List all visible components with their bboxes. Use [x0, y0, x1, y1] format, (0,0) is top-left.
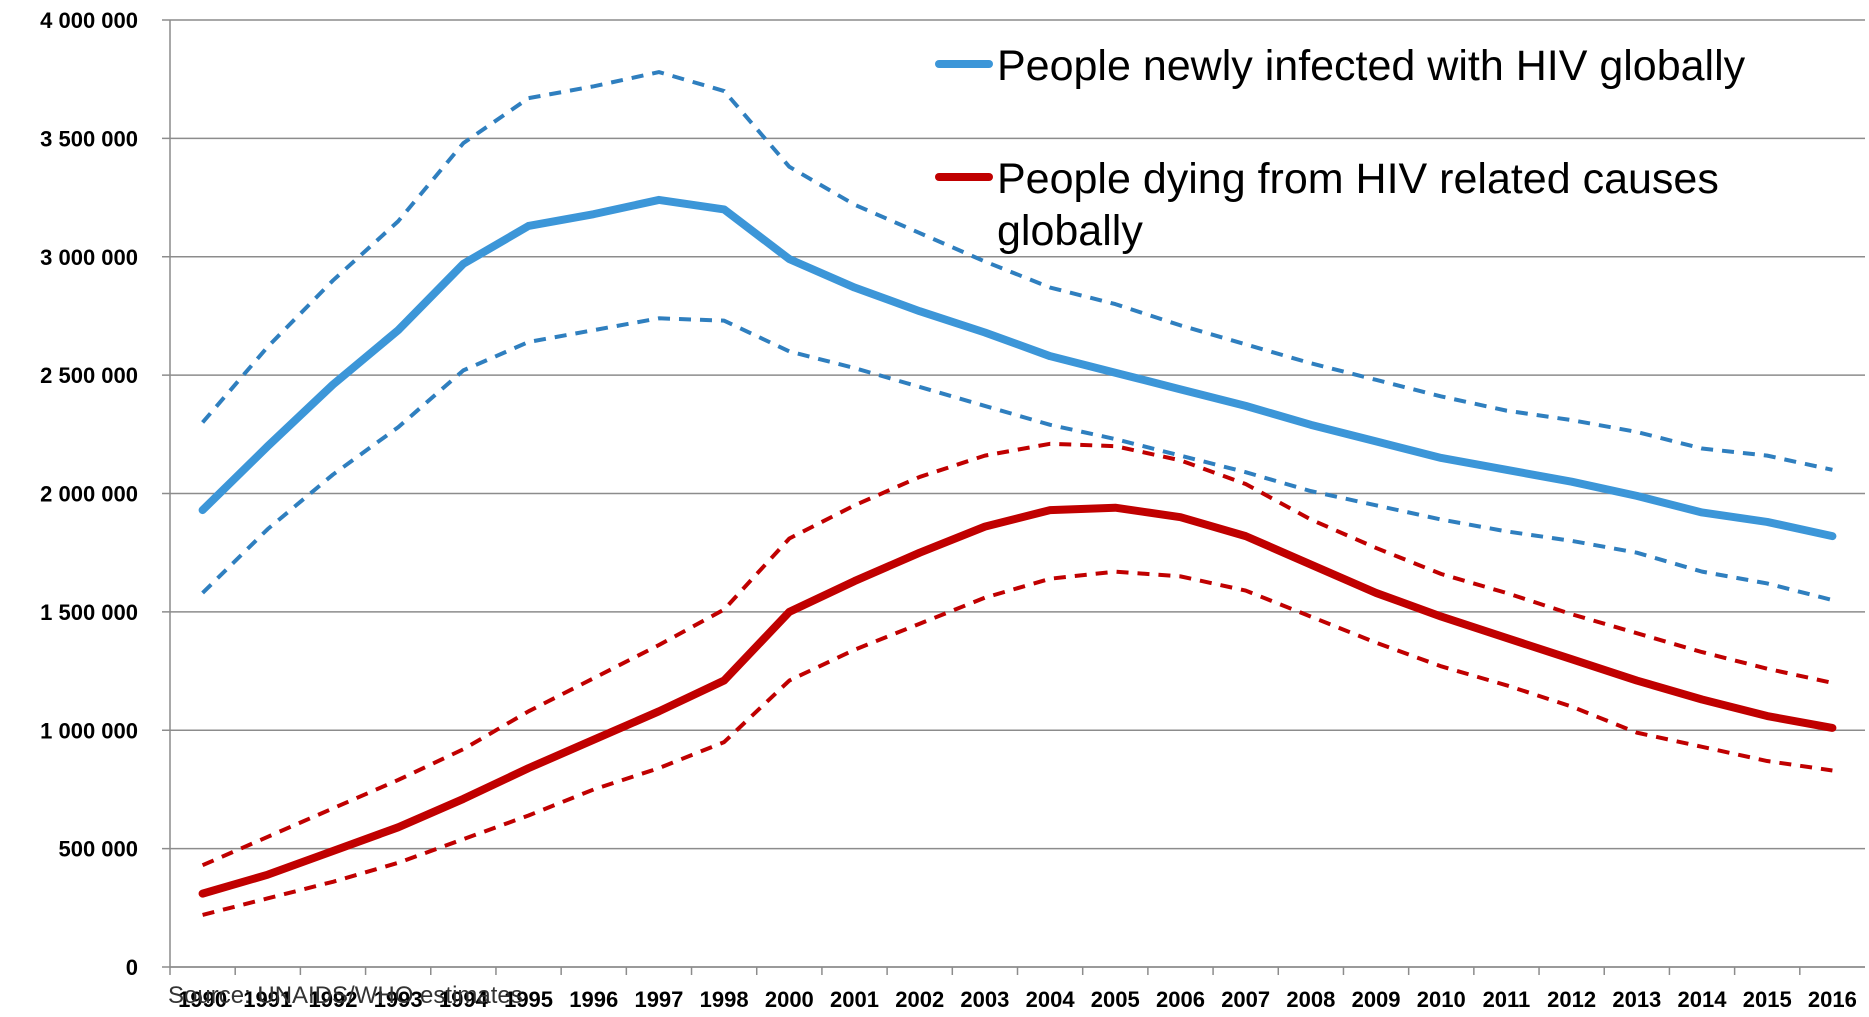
y-tick-label: 3 000 000: [40, 245, 138, 270]
page: 0 500 000 1 000 000 1 500 000 2 000 000 2 500…: [0, 0, 1869, 1017]
y-tick-label: 1 500 000: [40, 600, 138, 625]
series-line: [203, 508, 1833, 894]
x-tick-label: 2014: [1678, 987, 1728, 1012]
bound-line: [203, 318, 1833, 600]
y-tick-label: 500 000: [58, 837, 138, 862]
x-tick-label: 2001: [830, 987, 879, 1012]
legend-label: People dying from HIV related causes glo…: [997, 153, 1835, 257]
legend-item: People newly infected with HIV globally: [935, 40, 1835, 92]
x-tick-label: 1998: [700, 987, 749, 1012]
y-tick-label: 0: [126, 955, 138, 980]
x-tick-label: 2007: [1221, 987, 1270, 1012]
x-tick-label: 2002: [895, 987, 944, 1012]
x-tick-label: 2003: [960, 987, 1009, 1012]
x-tick-label: 2000: [765, 987, 814, 1012]
x-tick-label: 2013: [1612, 987, 1661, 1012]
x-tick-label: 2006: [1156, 987, 1205, 1012]
x-tick-label: 2008: [1286, 987, 1335, 1012]
x-tick-label: 2012: [1547, 987, 1596, 1012]
legend-label: People newly infected with HIV globally: [997, 40, 1835, 92]
legend-swatch: [935, 173, 993, 181]
x-tick-label: 2004: [1026, 987, 1076, 1012]
y-tick-label: 2 500 000: [40, 363, 138, 388]
x-tick-label: 2009: [1352, 987, 1401, 1012]
x-tick-label: 2016: [1808, 987, 1857, 1012]
y-tick-label: 4 000 000: [40, 8, 138, 33]
x-tick-label: 2015: [1743, 987, 1792, 1012]
y-tick-label: 2 000 000: [40, 482, 138, 507]
x-tick-label: 1996: [569, 987, 618, 1012]
source-note: Source: UNAIDS/WHO estimates: [168, 982, 523, 1010]
legend-item: People dying from HIV related causes glo…: [935, 153, 1835, 257]
x-tick-label: 1997: [634, 987, 683, 1012]
y-tick-label: 1 000 000: [40, 718, 138, 743]
x-tick-label: 2010: [1417, 987, 1466, 1012]
x-tick-label: 2011: [1483, 987, 1531, 1012]
legend-swatch: [935, 60, 993, 68]
x-tick-label: 2005: [1091, 987, 1140, 1012]
bound-line: [203, 572, 1833, 915]
y-tick-label: 3 500 000: [40, 126, 138, 151]
bound-line: [203, 72, 1833, 470]
